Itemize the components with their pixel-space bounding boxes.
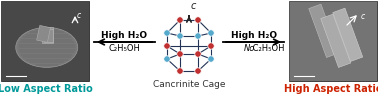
FancyBboxPatch shape	[42, 27, 53, 43]
Circle shape	[195, 51, 201, 57]
Circle shape	[195, 33, 201, 39]
Bar	[309, 4, 339, 58]
Text: Low Aspect Ratio: Low Aspect Ratio	[0, 84, 92, 94]
Bar	[289, 1, 377, 81]
Circle shape	[208, 30, 214, 36]
Circle shape	[208, 56, 214, 62]
Ellipse shape	[16, 27, 78, 67]
Text: No: No	[244, 44, 256, 53]
Text: c: c	[77, 11, 81, 20]
Circle shape	[195, 17, 201, 23]
Circle shape	[164, 43, 170, 49]
Text: High Aspect Ratio: High Aspect Ratio	[284, 84, 378, 94]
Circle shape	[164, 30, 170, 36]
Text: High H₂O: High H₂O	[101, 31, 147, 40]
Circle shape	[177, 17, 183, 23]
Bar	[321, 14, 351, 67]
Text: C₂H₅OH: C₂H₅OH	[108, 44, 140, 53]
FancyBboxPatch shape	[44, 29, 53, 42]
Text: c: c	[191, 1, 197, 11]
Bar	[37, 25, 51, 42]
Text: Cancrinite Cage: Cancrinite Cage	[153, 80, 225, 89]
Circle shape	[177, 68, 183, 74]
Circle shape	[177, 51, 183, 57]
Bar	[289, 1, 377, 81]
Bar	[1, 1, 89, 81]
Bar	[333, 8, 363, 61]
Circle shape	[208, 43, 214, 49]
Circle shape	[164, 56, 170, 62]
Circle shape	[177, 33, 183, 39]
Text: C₂H₅OH: C₂H₅OH	[250, 44, 285, 53]
Text: c: c	[361, 12, 365, 21]
Text: High H₂O: High H₂O	[231, 31, 277, 40]
Bar	[1, 1, 89, 81]
Circle shape	[195, 68, 201, 74]
